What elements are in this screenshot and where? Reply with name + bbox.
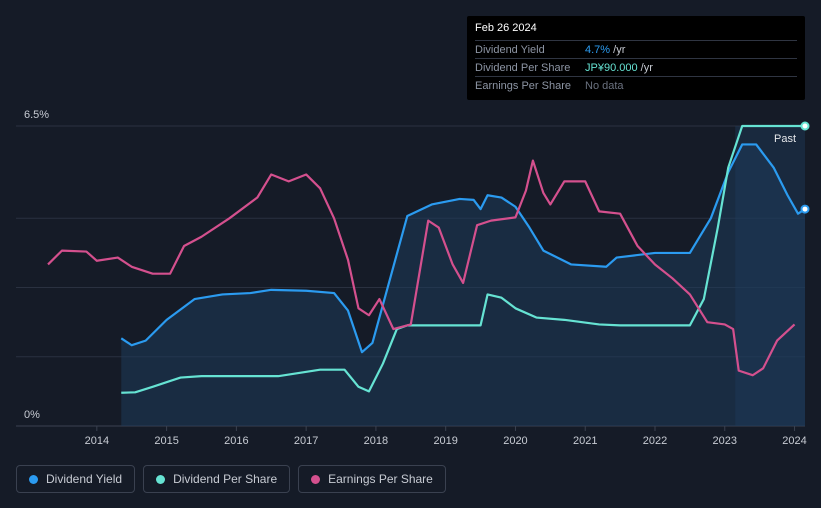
x-tick-label: 2015	[154, 435, 178, 447]
legend-item-dividend-yield[interactable]: Dividend Yield	[16, 465, 136, 493]
tooltip-value: JP¥90.000	[585, 61, 638, 74]
legend-label: Dividend Per Share	[173, 472, 278, 486]
legend-dot	[156, 474, 166, 484]
series-line-earnings-per-share	[47, 159, 796, 377]
series-end-marker	[800, 204, 810, 214]
y-axis-top-label: 6.5%	[24, 109, 49, 121]
legend-label: Dividend Yield	[46, 472, 123, 486]
tooltip-row-eps: Earnings Per Share No data	[475, 77, 797, 94]
tooltip-row-yield: Dividend Yield 4.7% /yr	[475, 41, 797, 59]
x-tick-label: 2014	[85, 435, 109, 447]
legend-item-earnings-per-share[interactable]: Earnings Per Share	[298, 465, 446, 493]
tooltip-label: Dividend Yield	[475, 43, 545, 56]
legend-dot	[29, 474, 38, 484]
x-tick-label: 2020	[503, 435, 527, 447]
tooltip-unit: /yr	[637, 61, 653, 74]
tooltip-panel: Feb 26 2024 Dividend Yield 4.7% /yr Divi…	[467, 16, 805, 100]
tooltip-label: Dividend Per Share	[475, 61, 571, 74]
tooltip-value: 4.7%	[585, 43, 611, 56]
legend-label: Earnings Per Share	[328, 472, 433, 486]
x-tick-label: 2017	[294, 435, 318, 447]
x-tick-label: 2024	[782, 435, 806, 447]
x-tick-label: 2022	[643, 435, 667, 447]
series-end-marker	[800, 121, 810, 131]
x-tick-label: 2016	[224, 435, 248, 447]
legend-dot	[311, 474, 321, 484]
x-axis: 2014 2015 2016 2017 2018 2019 2020 2021 2022 2023…	[85, 426, 807, 447]
tooltip-unit: /yr	[610, 43, 626, 56]
tooltip-value: No data	[585, 79, 624, 92]
series-lines	[47, 121, 810, 394]
tooltip-date: Feb 26 2024	[475, 22, 797, 41]
past-label: Past	[774, 133, 796, 145]
x-tick-label: 2018	[364, 435, 388, 447]
legend-item-dividend-per-share[interactable]: Dividend Per Share	[143, 465, 291, 493]
tooltip-label: Earnings Per Share	[475, 79, 571, 92]
yield-area	[121, 144, 806, 426]
tooltip-row-dps: Dividend Per Share JP¥90.000 /yr	[475, 59, 797, 77]
y-axis-bottom-label: 0%	[24, 409, 40, 421]
yield-area-fill	[121, 144, 806, 426]
legend: Dividend Yield Dividend Per Share Earnin…	[16, 465, 446, 493]
x-tick-label: 2021	[573, 435, 597, 447]
x-tick-label: 2019	[433, 435, 457, 447]
x-tick-label: 2023	[713, 435, 737, 447]
